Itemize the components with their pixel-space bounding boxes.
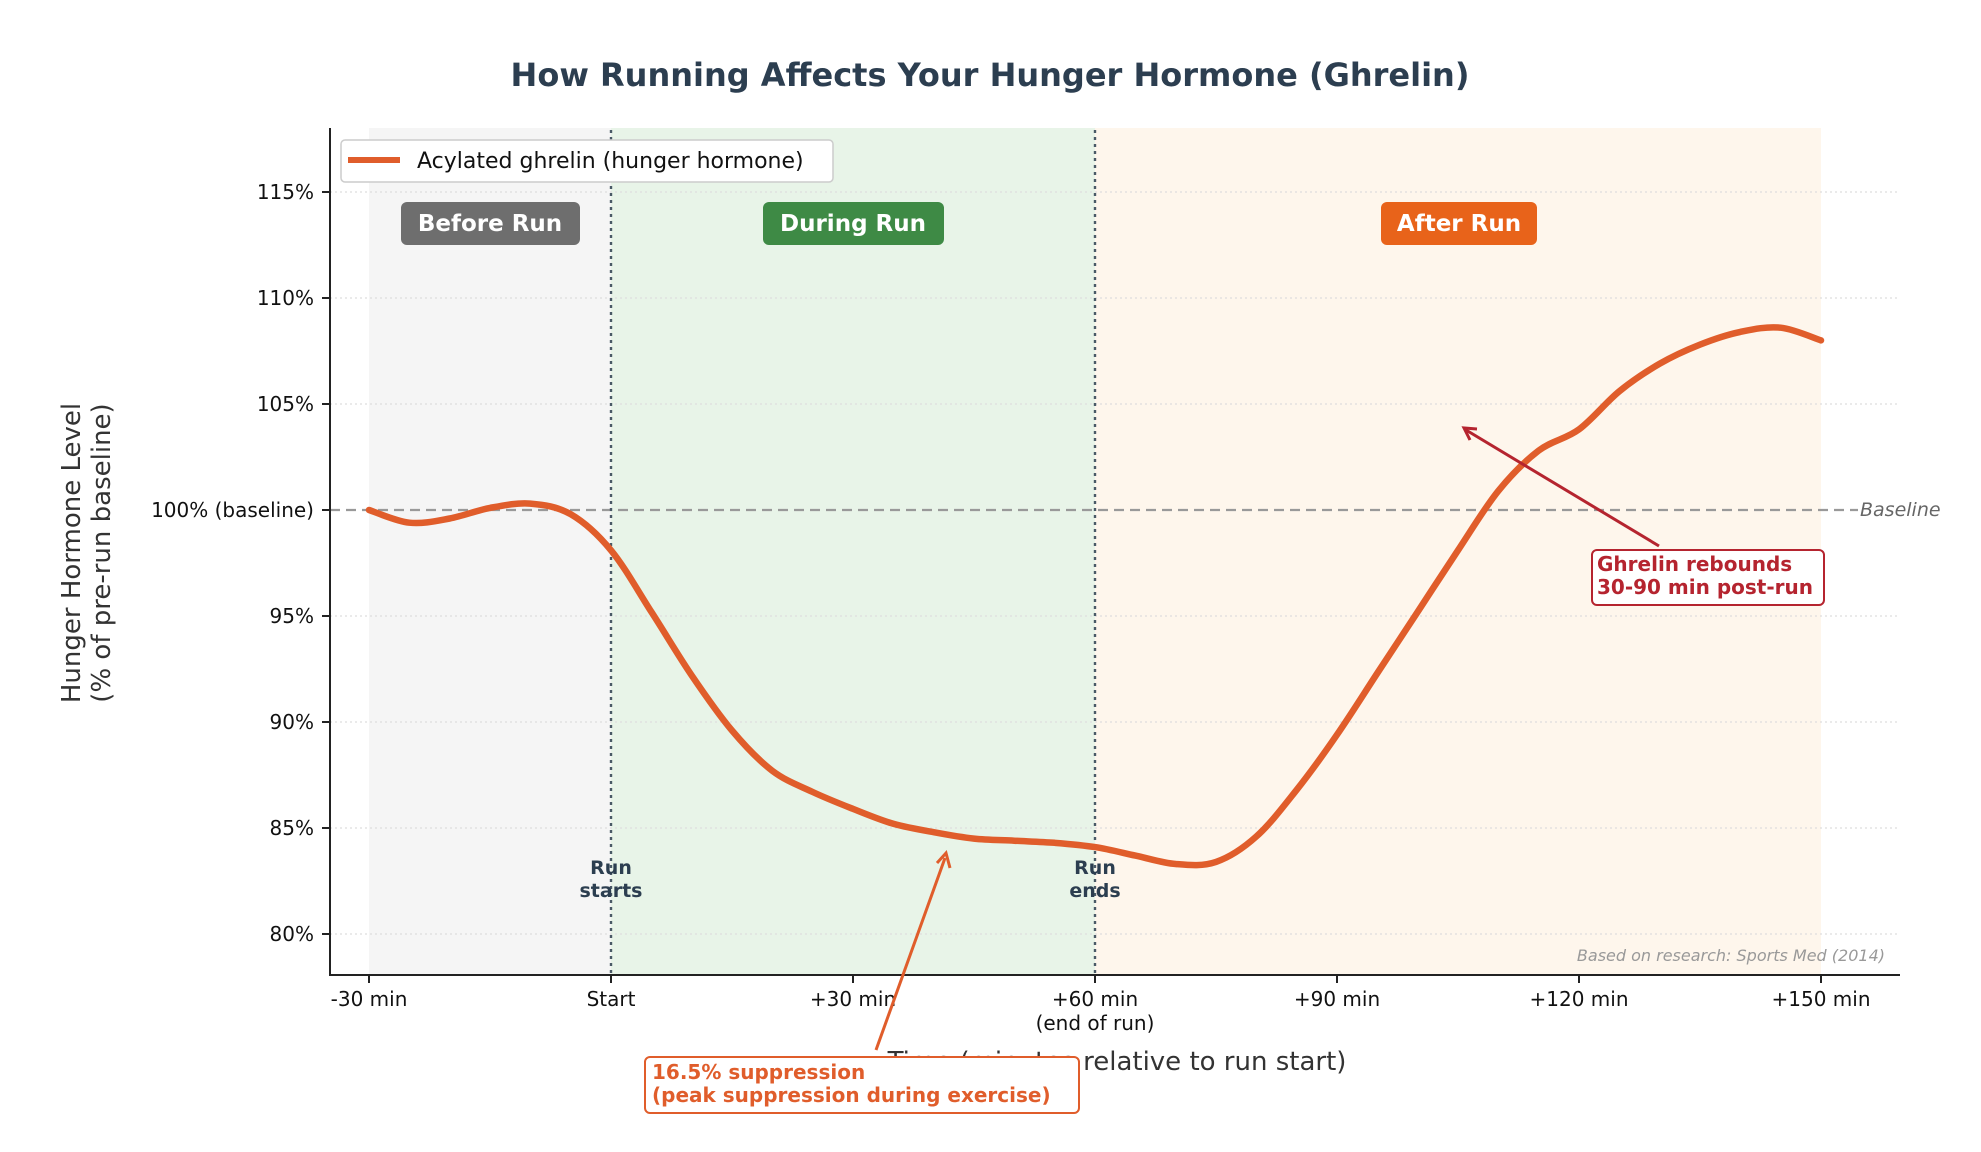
svg-text:100% (baseline): 100% (baseline) <box>151 498 314 522</box>
run-starts-label-line1: Run <box>590 857 632 879</box>
rebound-annotation: Ghrelin rebounds 30-90 min post-run <box>1461 426 1825 606</box>
svg-text:Hunger Hormone Level: Hunger Hormone Level <box>57 403 87 703</box>
source-note: Based on research: Sports Med (2014) <box>1577 946 1885 965</box>
run-ends-label-line1: Run <box>1074 857 1116 879</box>
svg-text:110%: 110% <box>257 286 314 310</box>
baseline-label: Baseline <box>1860 499 1941 521</box>
y-ticks <box>322 191 330 935</box>
before-run-region <box>369 128 611 975</box>
x-tick-labels: -30 min Start +30 min +60 min (end of ru… <box>331 987 1871 1035</box>
y-tick-labels: 115% 110% 105% 100% (baseline) 95% 90% 8… <box>151 180 314 946</box>
svg-text:105%: 105% <box>257 392 314 416</box>
svg-text:-30 min: -30 min <box>331 987 408 1011</box>
svg-text:90%: 90% <box>270 710 314 734</box>
grid-lines <box>330 191 1900 935</box>
svg-text:During Run: During Run <box>780 211 926 237</box>
run-ends-label-line2: ends <box>1069 880 1120 902</box>
svg-text:+30 min: +30 min <box>810 987 896 1011</box>
svg-text:+60 min: +60 min <box>1052 987 1138 1011</box>
run-starts-label-line2: starts <box>580 880 643 902</box>
svg-text:+120 min: +120 min <box>1529 987 1628 1011</box>
during-run-region <box>611 128 1095 975</box>
svg-text:(peak suppression during exerc: (peak suppression during exercise) <box>652 1083 1051 1107</box>
svg-text:85%: 85% <box>270 816 314 840</box>
svg-text:+150 min: +150 min <box>1771 987 1870 1011</box>
svg-text:95%: 95% <box>270 604 314 628</box>
suppression-annotation: 16.5% suppression (peak suppression duri… <box>644 849 1080 1114</box>
legend-label: Acylated ghrelin (hunger hormone) <box>417 149 804 174</box>
phase-badge-before: Before Run <box>401 202 580 245</box>
svg-text:After Run: After Run <box>1397 211 1521 237</box>
svg-text:16.5% suppression: 16.5% suppression <box>652 1060 865 1084</box>
svg-text:Before Run: Before Run <box>418 211 562 237</box>
phase-badge-after: After Run <box>1381 202 1537 245</box>
svg-text:80%: 80% <box>270 922 314 946</box>
y-axis-label: Hunger Hormone Level (% of pre-run basel… <box>57 403 117 703</box>
svg-text:(% of pre-run baseline): (% of pre-run baseline) <box>87 403 117 702</box>
phase-badge-during: During Run <box>763 202 944 245</box>
svg-text:Ghrelin rebounds: Ghrelin rebounds <box>1597 552 1792 576</box>
x-ticks <box>368 975 1822 983</box>
svg-text:30-90 min post-run: 30-90 min post-run <box>1597 575 1813 599</box>
svg-text:115%: 115% <box>257 180 314 204</box>
ghrelin-line <box>365 324 1825 869</box>
svg-text:+90 min: +90 min <box>1294 987 1380 1011</box>
chart-title: How Running Affects Your Hunger Hormone … <box>511 56 1470 94</box>
svg-text:(end of run): (end of run) <box>1036 1011 1155 1035</box>
legend: Acylated ghrelin (hunger hormone) <box>340 139 834 183</box>
svg-text:Start: Start <box>587 987 636 1011</box>
